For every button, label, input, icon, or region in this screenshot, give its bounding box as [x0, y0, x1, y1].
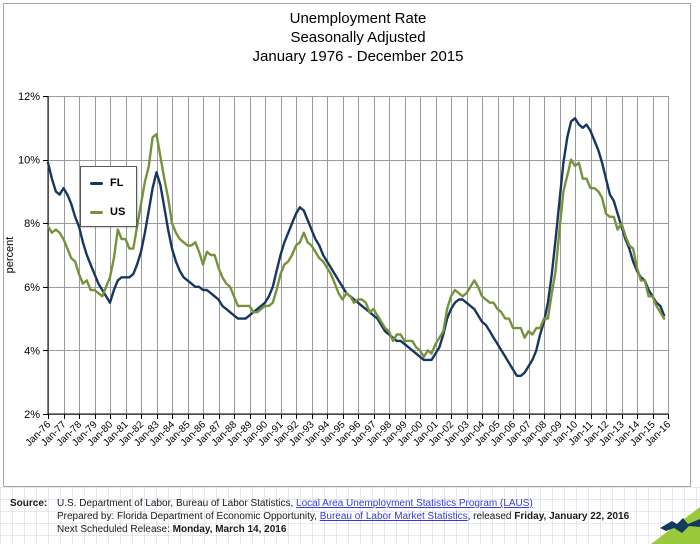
labor-market-statistics-link[interactable]: Bureau of Labor Market Statistics — [319, 511, 468, 522]
y-tick-label: 8% — [24, 218, 40, 230]
source-text: U.S. Department of Labor, Bureau of Labo… — [57, 497, 700, 536]
chart-legend: FL US — [80, 166, 137, 227]
y-axis-title: percent — [4, 237, 16, 274]
fl-line-swatch-icon — [90, 181, 103, 185]
legend-label-us: US — [110, 206, 126, 218]
legend-item-fl: FL — [90, 177, 136, 189]
y-tick-label: 12% — [18, 91, 40, 103]
chart-title-line3: January 1976 - December 2015 — [252, 48, 464, 65]
chart-title: Unemployment Rate Seasonally Adjusted Ja… — [48, 9, 668, 66]
source-line2-text: Prepared by: Florida Department of Econo… — [57, 511, 320, 522]
footer: Source: U.S. Department of Labor, Bureau… — [0, 487, 700, 544]
chart-frame — [3, 3, 691, 487]
fl-series-line — [46, 117, 666, 377]
florida-deo-logo — [651, 507, 700, 544]
legend-item-us: US — [90, 206, 136, 218]
next-release-label: Next Scheduled Release: — [57, 524, 173, 535]
line-chart-canvas: 2% 4% 6% 8% 10% 12% Jan-76Jan-77Jan-78Jan-79Ja… — [4, 91, 674, 449]
x-axis-labels: Jan-76Jan-77Jan-78Jan-79Jan-80Jan-81Jan-… — [24, 419, 674, 449]
y-tick-label: 2% — [24, 409, 40, 421]
chart-title-line2: Seasonally Adjusted — [290, 29, 426, 46]
laus-program-link[interactable]: Local Area Unemployment Statistics Progr… — [296, 498, 533, 509]
source-label: Source: — [10, 498, 48, 509]
source-line1-text: U.S. Department of Labor, Bureau of Labo… — [57, 498, 297, 509]
next-release-date: Monday, March 14, 2016 — [172, 524, 287, 535]
y-tick-label: 4% — [24, 345, 40, 357]
us-line-swatch-icon — [90, 210, 103, 214]
chart-title-line1: Unemployment Rate — [289, 10, 427, 27]
y-tick-label: 6% — [24, 282, 40, 294]
release-date: Friday, January 22, 2016 — [514, 511, 630, 522]
source-line2-mid: , released — [467, 511, 515, 522]
legend-label-fl: FL — [110, 177, 124, 189]
y-axis-labels: 2% 4% 6% 8% 10% 12% — [18, 91, 40, 421]
logo-bird-icon — [660, 518, 700, 533]
axes — [43, 95, 670, 419]
us-series-line — [46, 132, 666, 358]
y-tick-label: 10% — [18, 155, 40, 167]
